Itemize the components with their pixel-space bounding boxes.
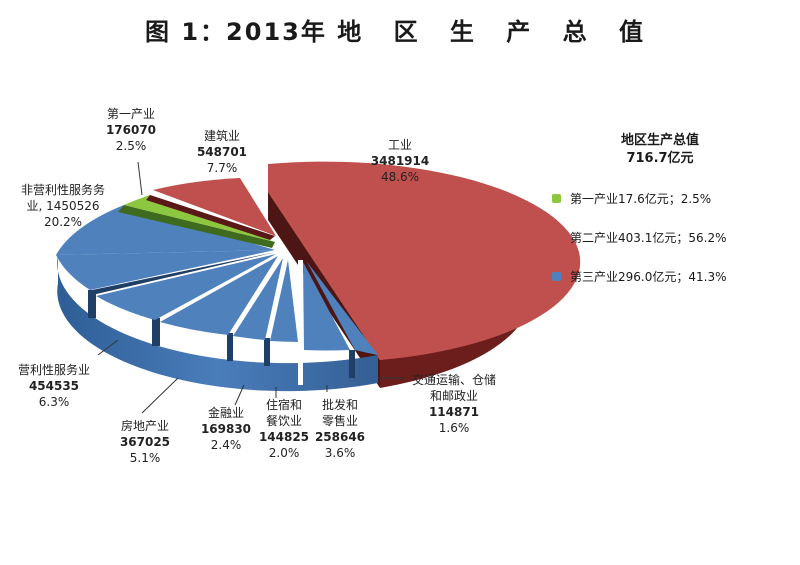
label-gongye: 工业 3481914 48.6% xyxy=(365,137,435,185)
slice-feiyingli-top xyxy=(56,205,275,255)
label-name: 建筑业 xyxy=(203,129,240,143)
legend-label: 第二产业403.1亿元；56.2% xyxy=(570,231,727,245)
label-value: 3481914 xyxy=(370,154,430,168)
legend: 地区生产总值 716.7亿元 第一产业17.6亿元；2.5% 第二产业403.1… xyxy=(550,132,780,285)
label-name: 第一产业 xyxy=(106,107,155,121)
legend-label: 第三产业296.0亿元；41.3% xyxy=(570,270,727,284)
label-jinrong: 金融业 169830 2.4% xyxy=(196,405,256,453)
label-pct: 7.7% xyxy=(206,161,238,175)
label-name: 非营利性服务务 xyxy=(20,183,105,197)
label-value: 454535 xyxy=(28,379,80,393)
label-jianzhu: 建筑业 548701 7.7% xyxy=(192,128,252,176)
label-pct: 6.3% xyxy=(38,395,70,409)
slice-pifa-top xyxy=(303,262,350,351)
label-value: 258646 xyxy=(314,430,366,444)
label-pct: 2.0% xyxy=(268,446,300,460)
slice-diyi-top xyxy=(124,195,275,242)
label-name: 批发和 xyxy=(321,398,358,412)
legend-label: 第一产业17.6亿元；2.5% xyxy=(570,192,712,206)
legend-title: 地区生产总值 xyxy=(620,133,699,148)
label-fangdichan: 房地产业 367025 5.1% xyxy=(110,418,180,466)
slice-blue-side xyxy=(57,255,379,392)
label-name-2: 零售业 xyxy=(321,414,358,428)
label-value: 367025 xyxy=(119,435,171,449)
slice-jinrong-top xyxy=(233,258,283,340)
legend-total: 716.7亿元 xyxy=(626,151,694,166)
legend-swatch-green-icon xyxy=(552,194,561,203)
label-value: 业, 1450526 xyxy=(26,199,100,213)
label-name: 金融业 xyxy=(207,406,244,420)
slice-jiaotong-top xyxy=(307,262,378,355)
label-pct: 2.4% xyxy=(210,438,242,452)
chart-title-words: 地 区 生 产 总 值 xyxy=(337,18,655,46)
legend-swatch-red-icon xyxy=(552,233,561,242)
label-pct: 1.6% xyxy=(438,421,470,435)
label-name: 住宿和 xyxy=(265,398,302,412)
slice-gongye-side xyxy=(380,265,531,388)
label-pifa: 批发和 零售业 258646 3.6% xyxy=(310,397,370,461)
slice-jianzhu-top xyxy=(153,178,276,236)
label-name: 交通运输、仓储 xyxy=(411,373,496,387)
label-value: 144825 xyxy=(258,430,310,444)
slice-zhusu-top xyxy=(270,260,298,342)
label-pct: 48.6% xyxy=(380,170,420,184)
label-yingli: 营利性服务业 454535 6.3% xyxy=(4,362,104,410)
label-name-2: 餐饮业 xyxy=(265,414,302,428)
label-feiyingli: 非营利性服务务 业, 1450526 20.2% xyxy=(8,182,118,230)
label-pct: 5.1% xyxy=(129,451,161,465)
label-pct: 3.6% xyxy=(324,446,356,460)
slice-fangdichan-top xyxy=(160,256,278,335)
label-value: 176070 xyxy=(105,123,157,137)
label-value: 169830 xyxy=(200,422,252,436)
label-name: 工业 xyxy=(387,138,412,152)
legend-item-primary: 第一产业17.6亿元；2.5% xyxy=(552,190,780,207)
chart-title-prefix: 图 1：2013年 xyxy=(145,18,327,46)
legend-swatch-blue-icon xyxy=(552,272,561,281)
legend-item-tertiary: 第三产业296.0亿元；41.3% xyxy=(552,268,780,285)
label-zhusu: 住宿和 餐饮业 144825 2.0% xyxy=(254,397,314,461)
label-name-2: 和邮政业 xyxy=(429,389,478,403)
label-value: 114871 xyxy=(428,405,480,419)
label-jiaotong: 交通运输、仓储 和邮政业 114871 1.6% xyxy=(398,372,510,436)
label-pct: 20.2% xyxy=(43,215,83,229)
label-name: 营利性服务业 xyxy=(17,363,90,377)
label-diyi: 第一产业 176070 2.5% xyxy=(96,106,166,154)
slice-yingli-top xyxy=(96,254,276,320)
label-value: 548701 xyxy=(196,145,248,159)
legend-item-secondary: 第二产业403.1亿元；56.2% xyxy=(552,229,780,246)
chart-title: 图 1：2013年 地 区 生 产 总 值 xyxy=(0,12,800,47)
label-name: 房地产业 xyxy=(120,419,169,433)
label-pct: 2.5% xyxy=(115,139,147,153)
